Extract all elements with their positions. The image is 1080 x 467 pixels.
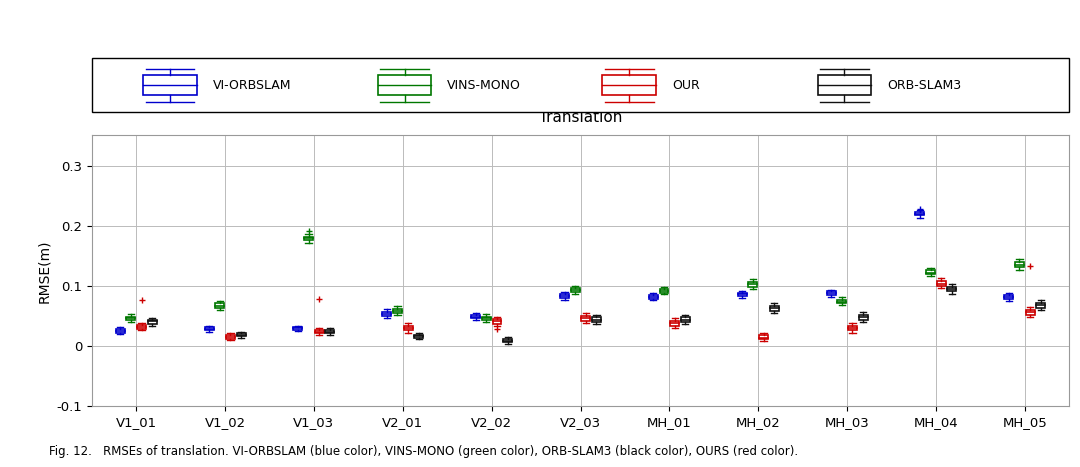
FancyBboxPatch shape [92,58,1069,112]
Bar [592,317,600,322]
Bar [660,289,669,292]
Bar [947,287,957,291]
Bar [859,315,867,319]
Bar [315,330,324,333]
Bar [393,309,402,313]
Bar [818,75,872,95]
Bar [382,312,391,316]
Bar [126,317,135,320]
Text: Translation: Translation [539,110,622,125]
Bar [404,325,413,331]
Bar [137,325,146,329]
Bar [848,325,856,331]
Text: Fig. 12.   RMSEs of translation. VI-ORBSLAM (blue color), VINS-MONO (green color: Fig. 12. RMSEs of translation. VI-ORBSLA… [49,445,798,458]
Bar [581,316,591,321]
Bar [1026,310,1035,315]
Text: ORB-SLAM3: ORB-SLAM3 [887,79,961,92]
Bar [603,75,657,95]
Bar [492,319,501,324]
Bar [471,315,481,318]
Bar [561,294,569,298]
Bar [759,335,768,340]
Text: OUR: OUR [672,79,700,92]
Bar [415,335,423,338]
Bar [294,327,302,330]
Bar [144,75,197,95]
Bar [671,321,679,325]
Bar [927,270,935,275]
Bar [916,212,924,215]
Bar [936,281,946,286]
Text: VINS-MONO: VINS-MONO [447,79,521,92]
Bar [226,335,234,339]
Bar [649,295,658,298]
Bar [204,327,214,331]
Bar [770,306,779,311]
Bar [1015,262,1024,267]
Text: VI-ORBSLAM: VI-ORBSLAM [213,79,291,92]
Bar [378,75,431,95]
Bar [148,319,157,324]
Bar [503,339,512,342]
Bar [748,282,757,287]
Bar [837,300,846,304]
Bar [305,237,313,240]
Bar [215,304,225,308]
Bar [1004,295,1013,298]
Bar [237,333,245,336]
Bar [116,329,124,333]
Bar [325,330,335,333]
Bar [680,317,690,322]
Bar [482,317,490,320]
Y-axis label: RMSE(m): RMSE(m) [37,239,51,303]
Bar [738,292,746,296]
Bar [826,291,836,295]
Bar [1037,303,1045,308]
Bar [570,288,580,292]
